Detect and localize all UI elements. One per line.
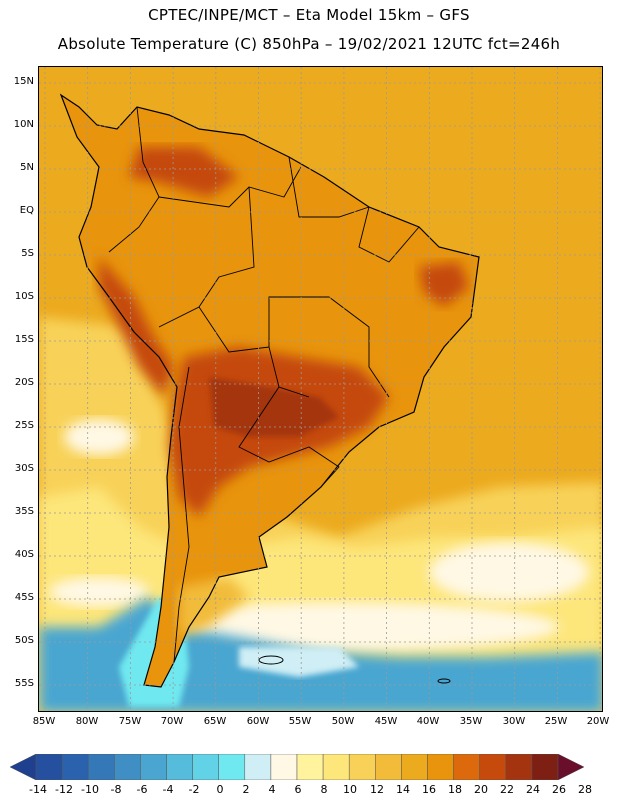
cool-patch-pacific [64, 419, 134, 455]
lon-label: 70W [160, 716, 184, 727]
scale-label: 0 [216, 783, 224, 796]
colorbar-arrow-min [10, 754, 37, 780]
falkland-islands [258, 655, 284, 665]
lon-label: 65W [203, 716, 227, 727]
scale-label: -2 [188, 783, 200, 796]
colorbar-swatch [114, 754, 141, 780]
scale-label: 20 [474, 783, 488, 796]
scale-label: 10 [343, 783, 357, 796]
scale-label: 4 [268, 783, 276, 796]
lat-label: 20S [14, 377, 34, 388]
lon-label: 25W [544, 716, 568, 727]
scale-label: 12 [370, 783, 384, 796]
lat-label: 30S [14, 463, 34, 474]
colorbar-swatch [140, 754, 167, 780]
country-borders [108, 106, 420, 663]
scale-label: -4 [162, 783, 174, 796]
lat-label: EQ [19, 205, 34, 216]
scale-label: 2 [242, 783, 250, 796]
hotter-core-region [209, 377, 339, 437]
colorbar-swatch [453, 754, 480, 780]
hot-north-region [129, 147, 239, 197]
colorbar-swatch [375, 754, 402, 780]
scale-label: 16 [422, 783, 436, 796]
colorbar-swatch [61, 754, 89, 780]
lat-label: 5N [20, 162, 34, 173]
lon-label: 55W [288, 716, 312, 727]
colorbar-swatch [244, 754, 272, 780]
scale-label: 14 [396, 783, 410, 796]
hot-nordeste-region [419, 262, 469, 307]
lon-label: 60W [246, 716, 270, 727]
lat-label: 40S [14, 549, 34, 560]
scale-label: 22 [500, 783, 514, 796]
scale-label: 28 [578, 783, 592, 796]
lat-label: 55S [14, 678, 34, 689]
scale-label: 26 [552, 783, 566, 796]
scale-label: 6 [294, 783, 302, 796]
lon-label: 80W [75, 716, 99, 727]
scale-label: -6 [136, 783, 148, 796]
lat-label: 45S [14, 592, 34, 603]
colorbar-swatch [270, 754, 298, 780]
scale-label: 24 [526, 783, 540, 796]
south-georgia-island [437, 678, 451, 684]
colorbar-swatch [322, 754, 350, 780]
lon-label: 40W [416, 716, 440, 727]
scale-label: -14 [29, 783, 47, 796]
temperature-map [38, 66, 603, 712]
lon-label: 20W [586, 716, 610, 727]
scale-label: -10 [81, 783, 99, 796]
colorbar-swatch [531, 754, 559, 780]
colorbar-arrow-max [557, 754, 585, 780]
lon-label: 75W [118, 716, 142, 727]
lat-label: 10S [14, 291, 34, 302]
lon-label: 85W [32, 716, 56, 727]
colorbar-swatch [218, 754, 246, 780]
scale-label: -12 [55, 783, 73, 796]
patagonia-cool-region [179, 577, 249, 637]
lat-label: 35S [14, 506, 34, 517]
colorbar-swatch [35, 754, 63, 780]
lat-label: 15S [14, 334, 34, 345]
colorbar-swatch [87, 754, 115, 780]
map-title: CPTEC/INPE/MCT – Eta Model 15km – GFS [148, 6, 470, 24]
color-scale-bar [10, 754, 585, 780]
lon-label: 35W [459, 716, 483, 727]
lat-label: 10N [13, 119, 34, 130]
lon-label: 45W [374, 716, 398, 727]
scale-label: 8 [320, 783, 328, 796]
lat-label: 5S [21, 248, 34, 259]
colorbar-swatch [348, 754, 376, 780]
lat-label: 25S [14, 420, 34, 431]
cool-patch-atlantic-b [49, 577, 149, 607]
scale-label: -8 [110, 783, 122, 796]
hot-andes-region [99, 257, 174, 397]
colorbar-swatch [401, 754, 428, 780]
cold-core-east [239, 647, 359, 677]
lat-label: 15N [13, 76, 34, 87]
scale-label: 18 [448, 783, 462, 796]
coastline [59, 93, 480, 688]
colorbar-swatch [427, 754, 454, 780]
colorbar-swatch [192, 754, 219, 780]
colorbar-swatch [166, 754, 193, 780]
cool-patch-atlantic-a [429, 542, 589, 602]
gridlines [39, 67, 602, 711]
map-subtitle: Absolute Temperature (C) 850hPa – 19/02/… [57, 35, 561, 53]
colorbar-swatch [505, 754, 533, 780]
lon-label: 30W [502, 716, 526, 727]
colorbar-swatch [296, 754, 324, 780]
colorbar-swatch [479, 754, 507, 780]
lat-label: 50S [14, 635, 34, 646]
lon-label: 50W [331, 716, 355, 727]
